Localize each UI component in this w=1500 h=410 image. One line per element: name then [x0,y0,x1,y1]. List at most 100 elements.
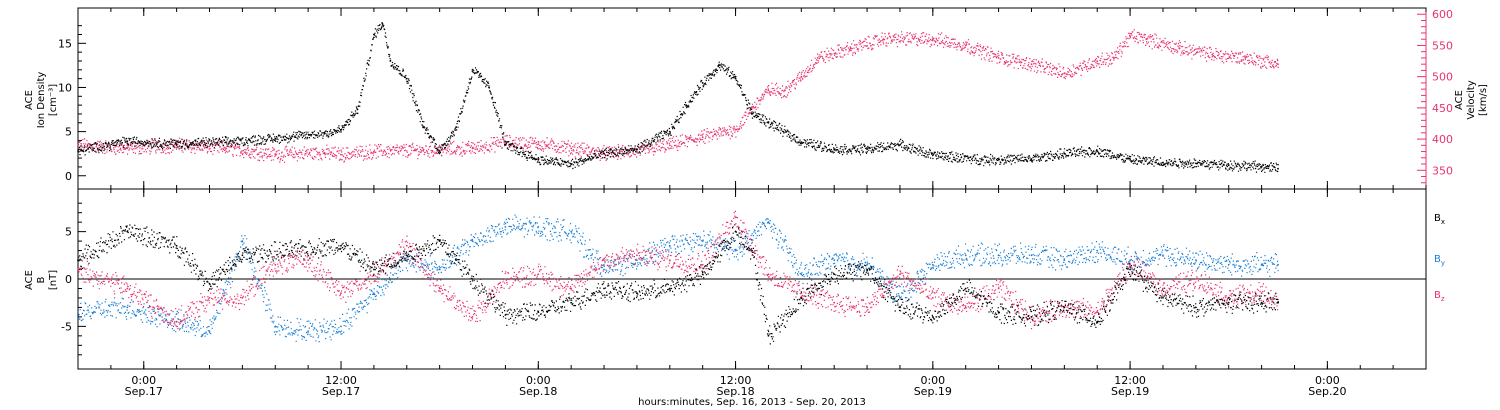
velocity-tick-label: 400 [1432,133,1453,146]
velocity-point [636,150,638,153]
by-point [833,259,836,261]
density-label-line2: Ion Density [36,72,47,129]
density-point [636,148,638,151]
density-point [537,159,540,161]
density-point [1162,161,1164,164]
bz-point [208,297,211,299]
density-point [1195,162,1197,165]
density-point [833,148,836,151]
time-tick-hour: 12:00 [720,374,752,387]
density-axis: 0 5 10 15 [58,25,86,183]
bz-point [504,278,507,280]
velocity-point [422,149,425,152]
density-point [751,113,753,115]
time-tick-date: Sep.19 [914,385,952,398]
density-point [488,86,490,89]
bx-point [1063,306,1066,309]
bz-point [997,287,1000,290]
velocity-point [1112,57,1115,59]
velocity-point [126,147,129,150]
bx-point [1227,301,1230,304]
bz-point [126,287,129,290]
bx-scatter-dots [78,224,1279,345]
legend-bx: Bx [1434,213,1445,226]
bx-point [1260,301,1263,304]
bz-point [471,316,474,318]
time-tick-hour: 0:00 [131,374,156,387]
bx-point [1030,316,1033,318]
velocity-point [800,75,803,78]
velocity-point [373,150,375,153]
velocity-point [340,153,342,156]
velocity-tick-label: 350 [1432,164,1453,177]
density-point [767,121,770,124]
by-point [1129,259,1131,261]
velocity-point [1145,38,1148,41]
velocity-label-line3: [km/s] [1478,84,1489,116]
bz-point [175,320,178,323]
time-tick-date: Sep.17 [125,385,163,398]
by-point [603,268,605,271]
by-point [964,254,967,257]
density-point [77,150,79,152]
b-label-line2: B [36,276,47,283]
time-tick-date: Sep.19 [1111,385,1149,398]
b-tick-label: 5 [65,226,72,239]
bz-point [866,306,868,309]
time-tick-hour: 0:00 [920,374,945,387]
bx-point [208,282,211,285]
density-tick-label: 15 [58,37,72,50]
bz-point [899,273,901,276]
by-point [1227,263,1230,266]
velocity-point [570,147,573,150]
by-point [701,240,704,243]
b-tick-label: -5 [61,320,72,333]
bx-point [438,240,441,243]
time-tick-date: Sep.17 [322,385,360,398]
bx-point [833,273,836,276]
bx-point [471,278,474,280]
bx-point [175,244,178,247]
velocity-tick-label: 600 [1432,8,1453,21]
density-point [1096,150,1099,152]
bz-point [307,259,309,261]
by-point [931,263,934,266]
velocity-point [323,151,326,154]
density-axis-label: ACE Ion Density [cm⁻³] [24,72,59,129]
velocity-point [1096,60,1099,62]
velocity-tick-label: 450 [1432,102,1453,115]
density-point [1129,159,1131,161]
velocity-point [1244,57,1247,59]
density-point [356,108,359,111]
bz-point [1162,287,1164,290]
bz-point [1260,292,1263,295]
bx-point [1162,297,1164,299]
magnetic-field-axis-label: ACE B [nT] [24,270,59,290]
magnetic-field-data [77,210,1426,345]
time-tick-date: Sep.18 [519,385,557,398]
bx-point [1129,268,1131,271]
density-point [800,141,803,144]
by-point [208,330,211,332]
bx-point [241,254,244,257]
density-point [405,77,408,80]
velocity-point [882,38,885,41]
density-point [455,126,457,129]
by-point [1260,263,1263,266]
density-point [981,159,983,161]
by-point [537,226,540,228]
velocity-point [964,44,967,47]
b-label-line3: [nT] [48,270,59,290]
velocity-point [751,107,753,109]
bx-point [1277,301,1279,304]
bx-point [899,306,901,309]
bx-point [1195,306,1197,309]
density-point [373,33,375,36]
b-label-line1: ACE [24,270,35,290]
by-point [1195,259,1197,261]
bz-point [537,273,540,276]
bx-point [701,273,704,276]
bz-scatter-dots [78,210,1279,330]
bz-point [800,292,803,295]
bx-point [767,334,770,337]
